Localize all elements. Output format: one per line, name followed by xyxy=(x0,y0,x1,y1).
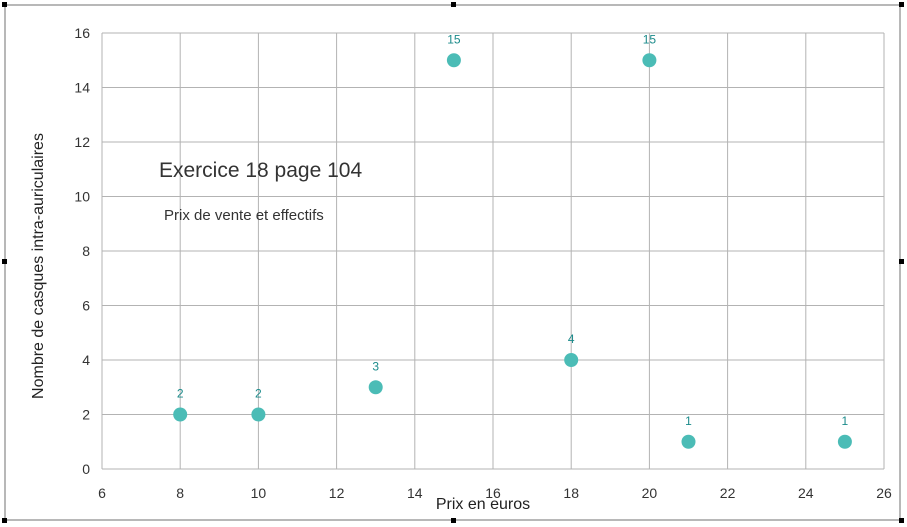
x-tick-label: 16 xyxy=(485,485,501,501)
y-tick-label: 12 xyxy=(74,134,90,150)
data-point xyxy=(642,53,657,68)
resize-handle-top-right[interactable] xyxy=(899,2,904,7)
y-tick-label: 16 xyxy=(74,25,90,41)
y-tick-label: 2 xyxy=(82,407,90,423)
resize-handle-middle-left[interactable] xyxy=(2,259,7,264)
x-tick-label: 20 xyxy=(642,485,658,501)
resize-handle-middle-right[interactable] xyxy=(899,259,904,264)
data-point xyxy=(251,407,266,422)
chart-subtitle: Prix de vente et effectifs xyxy=(164,207,324,224)
y-tick-label: 4 xyxy=(82,352,90,368)
x-tick-label: 22 xyxy=(720,485,736,501)
resize-handle-bottom-left[interactable] xyxy=(2,518,7,523)
resize-handle-top-center[interactable] xyxy=(451,2,456,7)
data-point xyxy=(837,434,852,449)
x-tick-label: 8 xyxy=(176,485,184,501)
data-label: 1 xyxy=(842,414,849,428)
data-label: 3 xyxy=(372,359,379,373)
y-tick-label: 6 xyxy=(82,298,90,314)
x-tick-label: 24 xyxy=(798,485,814,501)
y-tick-label: 0 xyxy=(82,461,90,477)
y-tick-label: 8 xyxy=(82,243,90,259)
x-tick-label: 12 xyxy=(329,485,345,501)
data-point xyxy=(446,53,461,68)
data-label: 15 xyxy=(643,32,657,46)
data-points xyxy=(173,53,852,449)
gridlines xyxy=(101,32,885,470)
data-label: 15 xyxy=(447,32,461,46)
data-label: 2 xyxy=(177,387,184,401)
y-tick-label: 14 xyxy=(74,80,90,96)
resize-handle-bottom-center[interactable] xyxy=(451,518,456,523)
x-tick-label: 18 xyxy=(563,485,579,501)
data-point xyxy=(681,434,696,449)
data-label: 1 xyxy=(685,414,692,428)
x-tick-label: 14 xyxy=(407,485,423,501)
resize-handle-top-left[interactable] xyxy=(2,2,7,7)
data-labels: 2 2 3 15 4 15 1 1 xyxy=(177,32,849,428)
y-tick-label: 10 xyxy=(74,189,90,205)
x-tick-label: 6 xyxy=(98,485,106,501)
data-point xyxy=(368,380,383,395)
x-tick-label: 26 xyxy=(876,485,892,501)
x-tick-label: 10 xyxy=(251,485,267,501)
data-label: 2 xyxy=(255,387,262,401)
data-point xyxy=(173,407,188,422)
y-axis-title: Nombre de casques intra-auriculaires xyxy=(30,133,47,399)
chart-title: Exercice 18 page 104 xyxy=(159,159,362,182)
data-label: 4 xyxy=(568,332,575,346)
x-axis-title: Prix en euros xyxy=(436,496,530,513)
data-point xyxy=(564,353,579,367)
resize-handle-bottom-right[interactable] xyxy=(899,518,904,523)
